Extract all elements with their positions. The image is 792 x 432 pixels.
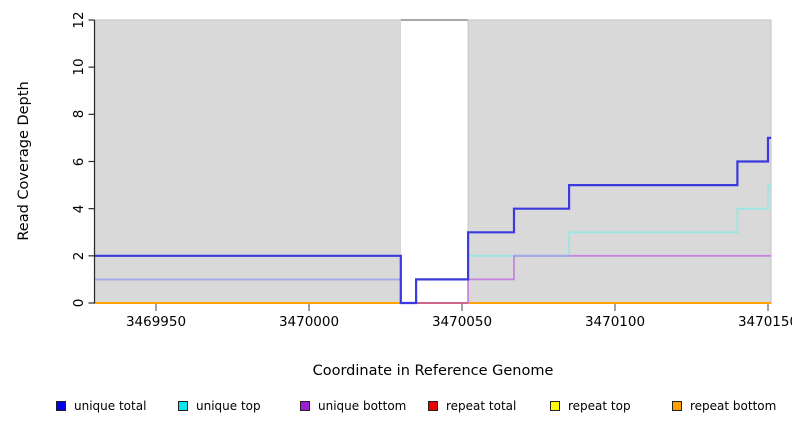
legend-swatch-icon: [550, 401, 560, 411]
y-tick-label: 6: [71, 157, 87, 166]
legend-label: repeat bottom: [690, 399, 777, 413]
legend-item-unique-top: unique top: [178, 398, 261, 414]
y-tick-label: 2: [71, 251, 87, 261]
legend-swatch-icon: [56, 401, 66, 411]
legend-swatch-icon: [672, 401, 682, 411]
y-tick-label: 12: [71, 11, 87, 29]
y-tick-label: 0: [71, 298, 87, 308]
legend-item-repeat-top: repeat top: [550, 398, 631, 414]
shaded-region: [94, 19, 402, 304]
legend-item-unique-total: unique total: [56, 398, 146, 414]
x-tick-label: 3470100: [584, 314, 646, 330]
y-tick-label: 10: [71, 58, 87, 76]
legend-swatch-icon: [300, 401, 310, 411]
series-line-unique-total: [94, 136, 772, 305]
legend-item-repeat-bottom: repeat bottom: [672, 398, 776, 414]
legend-swatch-icon: [178, 401, 188, 411]
legend-label: repeat top: [568, 399, 631, 413]
legend-item-unique-bottom: unique bottom: [300, 398, 406, 414]
gap-region: [400, 20, 469, 303]
y-axis-title: Read Coverage Depth: [16, 81, 32, 241]
legend-swatch-icon: [428, 401, 438, 411]
y-tick-label: 4: [71, 204, 87, 213]
y-tick-label: 8: [71, 110, 87, 119]
legend-label: repeat total: [446, 399, 517, 413]
plot-canvas: [88, 19, 772, 311]
legend-label: unique top: [196, 399, 261, 413]
x-axis-title: Coordinate in Reference Genome: [312, 363, 554, 379]
x-tick-label: 3470150: [737, 314, 792, 330]
legend-label: unique bottom: [318, 399, 407, 413]
x-tick-label: 3470050: [431, 314, 493, 330]
x-tick-label: 3469950: [125, 314, 187, 330]
legend-label: unique total: [74, 399, 147, 413]
legend: unique total unique top unique bottom repea…: [0, 398, 792, 416]
legend-item-repeat-total: repeat total: [428, 398, 516, 414]
x-tick-label: 3470000: [278, 314, 340, 330]
